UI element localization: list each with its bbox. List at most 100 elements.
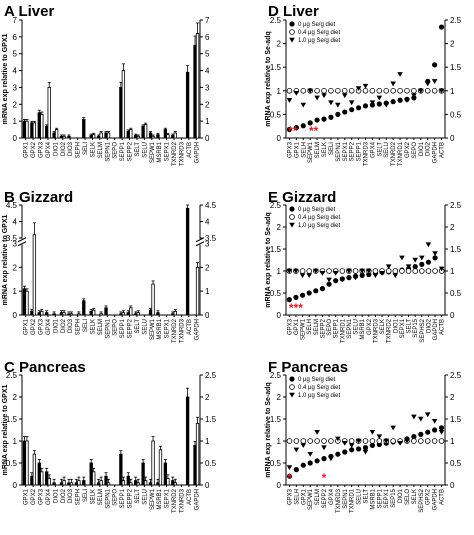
y-tick-label-right-B: 4 (205, 218, 210, 227)
axis-break-B (17, 241, 27, 247)
axis-break-B (17, 237, 27, 243)
x-tick-label-C: GAPDH (194, 489, 200, 510)
legend-label-E: 0.4 µg Se/g diet (298, 215, 340, 221)
point-E-s2 (339, 277, 346, 283)
point-F-s0 (418, 431, 424, 437)
x-tick-label-C: SELU (142, 489, 148, 505)
point-E-s2 (405, 264, 412, 270)
x-tick-label-C: SEPW1 (150, 488, 156, 510)
point-F-s0 (438, 425, 445, 431)
point-E-s0 (333, 278, 339, 284)
y-tick-label-left-D: 2.5 (270, 16, 282, 25)
bar-C-s1 (92, 471, 96, 486)
x-tick-label-F: GPX4 (329, 488, 335, 505)
point-F-s2 (369, 430, 376, 435)
point-F-s0 (321, 456, 327, 462)
y-tick-label-right-C: 1.5 (205, 415, 217, 424)
y-tick-label-left-E: 0 (277, 311, 282, 320)
y-tick-label-right-A: 3 (205, 83, 210, 92)
y-tick-label-right-B: 2 (205, 263, 210, 272)
y-tick-label-left-C: 1 (13, 437, 18, 446)
point-D-s2 (348, 100, 355, 106)
point-E-s2 (385, 264, 392, 270)
y-tick-label-right-A: 7 (205, 16, 210, 25)
point-E-s0 (299, 292, 306, 298)
axis-break-B (195, 241, 205, 247)
bar-C-s0 (52, 482, 56, 486)
bar-C-s0 (185, 396, 190, 486)
y-tick-label-right-D: 2 (450, 40, 455, 49)
bar-A-s1 (195, 33, 200, 139)
point-D-s0 (286, 126, 293, 133)
x-tick-label-E: SEPN1 (347, 318, 353, 338)
point-F-s2 (286, 465, 293, 470)
y-axis-label-A: mRNA exp relative to GPX1 (2, 34, 9, 125)
significance-marker-D: ** (309, 124, 319, 138)
x-tick-label-F: SEPX1 (384, 488, 390, 508)
point-D-s2 (390, 81, 396, 87)
x-tick-label-F: SELO (405, 489, 411, 505)
bar-B-s1 (136, 312, 140, 316)
point-E-s1 (425, 268, 432, 274)
point-D-s2 (286, 98, 293, 103)
point-E-s0 (286, 297, 292, 303)
point-E-s2 (286, 268, 293, 274)
point-F-s2 (438, 430, 445, 435)
x-tick-label-B: GPX4 (46, 318, 52, 335)
point-E-s2 (438, 266, 445, 272)
point-E-s2 (352, 275, 359, 281)
y-tick-label-left-D: 0.5 (270, 110, 282, 119)
y-tick-label-right-E: 2.5 (450, 201, 462, 210)
point-F-s0 (411, 434, 417, 440)
x-tick-label-B: DIO1 (53, 318, 59, 333)
point-F-s2 (293, 447, 300, 453)
y-tick-label-right-E: 1 (450, 267, 455, 276)
point-F-s2 (300, 443, 307, 448)
x-tick-label-D: GPX2 (405, 141, 411, 158)
bar-C-s0 (82, 480, 86, 486)
y-tick-label-right-C: 0 (205, 481, 210, 490)
x-tick-label-D: SEPX1 (343, 141, 349, 161)
x-tick-label-D: SELK (322, 142, 328, 157)
x-tick-label-B: SELM (98, 319, 104, 335)
y-tick-label-left-B: 1 (13, 287, 18, 296)
bar-B-s1 (69, 313, 74, 316)
x-tick-label-C: DIO3 (68, 488, 74, 503)
y-tick-label-left-E: 2.5 (270, 201, 282, 210)
bar-A-s1 (106, 132, 111, 139)
x-tick-label-C: ACTB (187, 489, 193, 505)
legend-label-F: 0 µg Se/g diet (298, 377, 335, 383)
x-tick-label-D: TXNRD3 (364, 141, 370, 166)
x-tick-label-C: SEPH (76, 489, 82, 505)
x-tick-label-E: SEPX1 (400, 318, 406, 338)
y-tick-label-right-D: 1.5 (450, 63, 462, 72)
point-F-s1 (418, 438, 424, 444)
point-F-s2 (390, 425, 396, 431)
point-D-s0 (300, 123, 306, 129)
x-tick-label-B: GAPDH (194, 319, 200, 340)
point-D-s2 (411, 93, 417, 99)
point-F-s2 (348, 443, 355, 448)
bar-B-s0 (156, 312, 160, 316)
point-D-s0 (328, 114, 334, 120)
point-E-s2 (392, 273, 399, 278)
bar-C-s1 (99, 480, 103, 486)
x-tick-label-F: GPX2 (426, 488, 432, 505)
x-tick-label-B: MSRB1 (157, 318, 163, 339)
y-tick-label-left-B: 0 (13, 311, 18, 320)
y-tick-label-left-E: 1.5 (270, 245, 282, 254)
point-E-s0 (412, 264, 418, 270)
y-tick-label-left-F: 0 (277, 481, 282, 490)
y-tick-label-right-C: 2.5 (205, 371, 217, 380)
legend-marker-D (289, 21, 295, 27)
x-tick-label-A: SEPW1 (150, 141, 156, 163)
point-D-s2 (383, 102, 390, 108)
x-tick-label-A: SEPH (76, 142, 82, 158)
bar-B-s1 (40, 311, 44, 316)
y-tick-label-right-E: 0.5 (450, 289, 462, 298)
x-tick-label-E: SEPO (327, 319, 333, 336)
x-tick-label-E: GAPDH (433, 319, 439, 340)
point-D-s0 (390, 99, 396, 105)
bar-B-s1 (173, 311, 177, 316)
significance-marker-F: * (322, 471, 327, 485)
